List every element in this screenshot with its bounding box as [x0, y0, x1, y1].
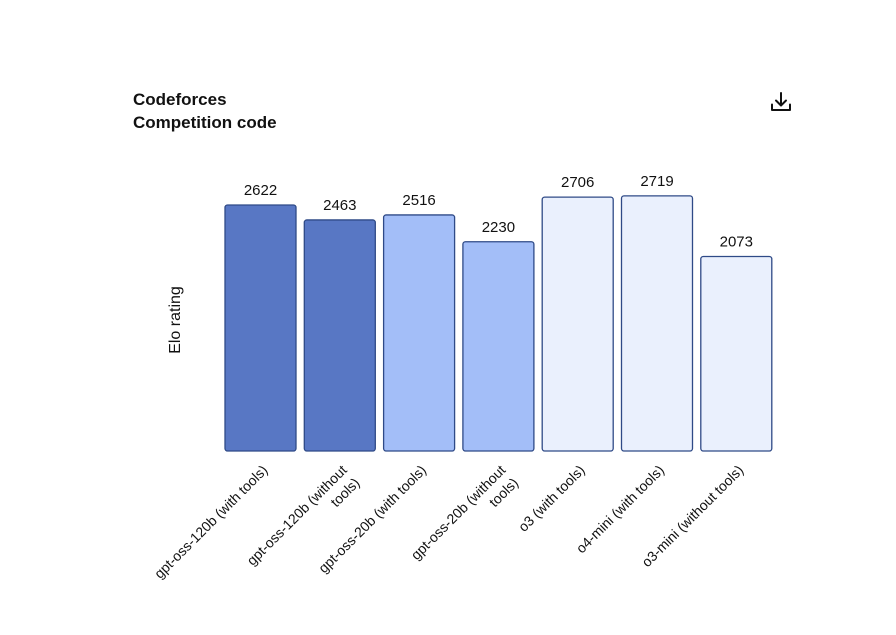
download-icon-graphic	[771, 92, 791, 111]
bar-2	[303, 219, 376, 452]
bar-value-label-4: 2230	[482, 219, 515, 236]
x-tick-label-6: o4-mini (with tools)	[573, 462, 667, 556]
bar-value-label-5: 2706	[561, 174, 594, 191]
download-icon[interactable]	[768, 89, 794, 115]
x-tick-label-4: gpt-oss-20b (withouttools)	[408, 462, 522, 576]
bar-value-label-3: 2516	[402, 192, 435, 209]
x-tick-label-line: o3 (with tools)	[515, 462, 588, 535]
chart-title: Codeforces Competition code	[133, 88, 277, 134]
bar-3	[382, 214, 456, 452]
bar-value-label-7: 2073	[720, 234, 753, 251]
bar-value-label-2: 2463	[323, 197, 356, 214]
bar-1	[224, 204, 297, 452]
chart-title-line-2: Competition code	[133, 113, 277, 132]
bar-6	[620, 195, 694, 452]
y-axis-label: Elo rating	[167, 286, 184, 354]
bar-value-label-1: 2622	[244, 182, 277, 199]
x-tick-label-line: o4-mini (with tools)	[573, 462, 667, 556]
chart-title-line-1: Codeforces	[133, 90, 227, 109]
bar-7	[700, 255, 773, 452]
bar-4	[462, 241, 535, 452]
bar-value-label-6: 2719	[640, 173, 673, 190]
bar-5	[541, 196, 614, 452]
x-tick-label-5: o3 (with tools)	[515, 462, 588, 535]
